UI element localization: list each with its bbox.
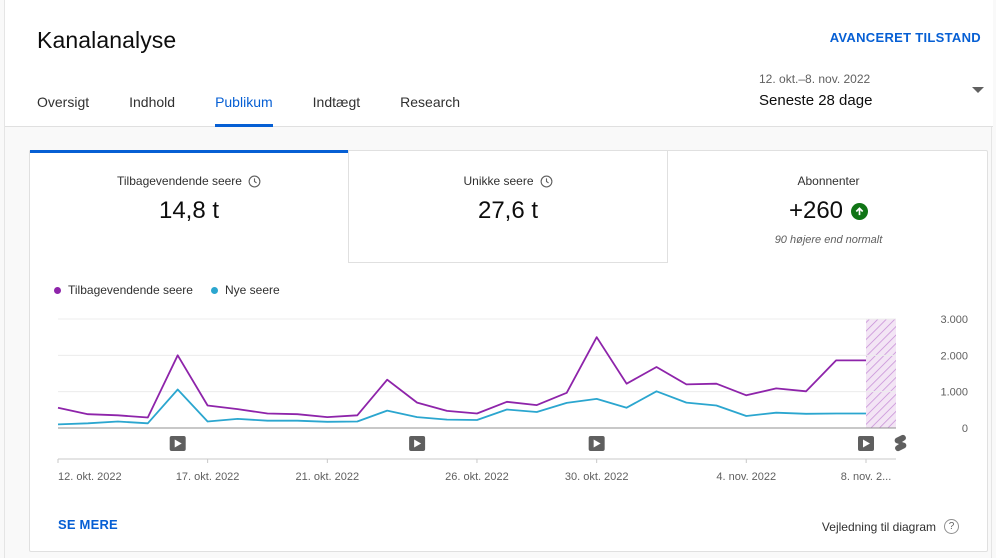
y-tick-label: 2.000 — [940, 350, 968, 362]
tab-revenue[interactable]: Indtægt — [312, 94, 361, 110]
y-tick-label: 0 — [962, 423, 968, 435]
see-more-button[interactable]: SE MERE — [58, 517, 118, 532]
legend-label: Nye seere — [224, 283, 280, 297]
clock-icon — [540, 175, 552, 187]
dropdown-arrow-icon — [972, 87, 984, 93]
play-icon — [863, 439, 870, 448]
x-tick-label: 30. okt. 2022 — [565, 471, 629, 483]
x-tick-label: 8. nov. 2... — [841, 471, 892, 483]
play-icon — [593, 439, 601, 448]
metric-value: +260 — [788, 197, 844, 224]
date-range-dates: 12. okt.–8. nov. 2022 — [759, 72, 871, 86]
legend-item: Tilbagevendende seere — [54, 283, 193, 297]
metric-unique-viewers[interactable]: Unikke seere 27,6 t — [349, 151, 668, 263]
chart-guide-link[interactable]: Vejledning til diagram ? — [822, 519, 959, 534]
page-title: Kanalanalyse — [37, 27, 177, 53]
tab-content[interactable]: Indhold — [129, 94, 176, 110]
metric-label-row: Tilbagevendende seere — [117, 174, 261, 188]
analytics-page: Kanalanalyse AVANCERET TILSTAND Oversigt… — [4, 0, 993, 558]
tab-bar: Oversigt Indhold Publikum Indtægt Resear… — [37, 80, 500, 127]
metric-value: 27,6 t — [477, 197, 539, 224]
legend-item: Nye seere — [210, 283, 280, 297]
advanced-mode-button[interactable]: AVANCERET TILSTAND — [829, 30, 981, 45]
tab-research[interactable]: Research — [400, 94, 461, 110]
arrow-up-icon — [851, 202, 869, 220]
metric-value-row: +260 — [668, 197, 989, 225]
legend-dot — [210, 286, 218, 294]
x-tick-label: 12. okt. 2022 — [58, 471, 122, 483]
play-icon — [414, 439, 422, 448]
play-icon — [174, 439, 182, 448]
metric-value: 14,8 t — [158, 197, 220, 224]
header: Kanalanalyse AVANCERET TILSTAND Oversigt… — [5, 0, 993, 127]
tab-audience[interactable]: Publikum — [215, 80, 273, 127]
chart-guide-label: Vejledning til diagram — [821, 519, 936, 534]
tab-overview[interactable]: Oversigt — [37, 94, 90, 110]
y-tick-label: 1.000 — [940, 387, 968, 399]
series-line — [57, 336, 866, 419]
y-tick-label: 3.000 — [940, 314, 968, 326]
metric-label-row: Abonnenter — [797, 174, 859, 188]
date-range-label: Seneste 28 dage — [759, 92, 873, 109]
series-line — [57, 388, 866, 426]
help-icon: ? — [944, 519, 959, 534]
clock-icon — [248, 175, 261, 187]
legend-label: Tilbagevendende seere — [68, 283, 193, 297]
metric-label: Abonnenter — [797, 174, 860, 188]
chart-card: Tilbagevendende seere 14,8 t Unikke seer… — [29, 150, 988, 552]
metric-tabs: Tilbagevendende seere 14,8 t Unikke seer… — [30, 150, 989, 263]
line-chart[interactable]: 3.000 2.000 1.000 0 12. okt. 2022 17. okt. 20… — [30, 301, 989, 501]
date-range-dropdown[interactable]: 12. okt.–8. nov. 2022 Seneste 28 dage — [759, 72, 984, 109]
metric-label: Tilbagevendende seere — [117, 174, 242, 188]
metric-label-row: Unikke seere — [463, 174, 552, 188]
metric-note: 90 højere end normalt — [774, 234, 883, 246]
chart-legend: Tilbagevendende seere Nye seere — [54, 283, 280, 297]
incomplete-day-shading — [866, 319, 896, 428]
x-tick-label: 26. okt. 2022 — [445, 471, 509, 483]
x-tick-label: 4. nov. 2022 — [716, 471, 776, 483]
metric-subscribers[interactable]: Abonnenter +260 90 højere end normalt — [668, 151, 989, 263]
x-tick-label: 21. okt. 2022 — [296, 471, 360, 483]
legend-dot — [54, 286, 61, 294]
x-tick-label: 17. okt. 2022 — [176, 471, 240, 483]
metric-label: Unikke seere — [463, 174, 534, 188]
shorts-icon — [894, 434, 907, 452]
metric-returning-viewers[interactable]: Tilbagevendende seere 14,8 t — [30, 150, 349, 263]
